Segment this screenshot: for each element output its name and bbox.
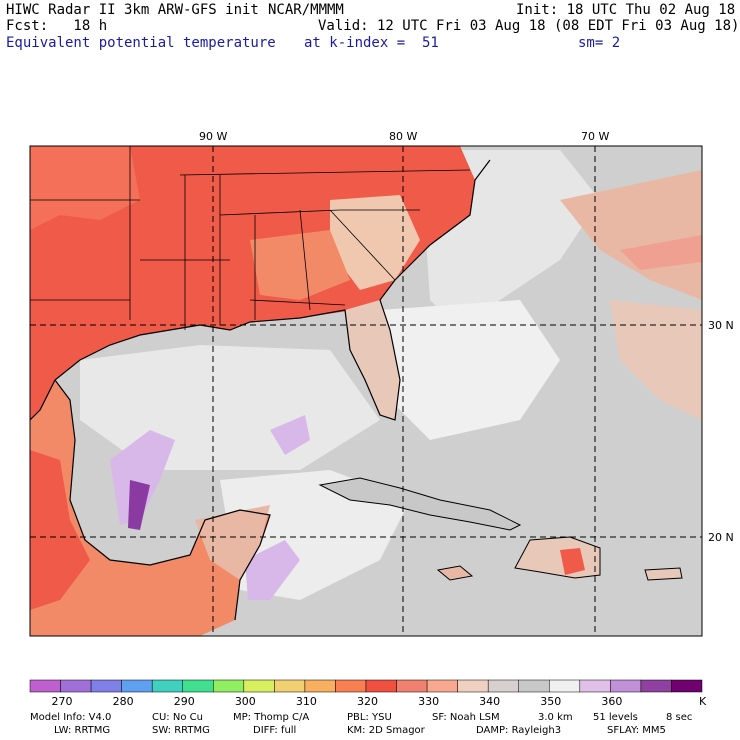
- caribbean-purple-streak: [245, 540, 300, 600]
- level-label: at k-index = 51: [304, 35, 439, 51]
- colorbar-swatch: [182, 679, 214, 693]
- colorbar-unit: K: [699, 695, 707, 708]
- footer-sf: SF: Noah LSM: [432, 712, 500, 723]
- colorbar-swatch: [487, 679, 519, 693]
- mexico-red-core: [30, 450, 90, 610]
- cuba-island: [318, 477, 522, 531]
- init-time: Init: 18 UTC Thu 02 Aug 18: [516, 2, 736, 18]
- colorbar-tick-label: 340: [479, 695, 501, 708]
- colorbar-swatch: [640, 679, 672, 693]
- gulf-dark-purple-core: [128, 480, 150, 530]
- colorbar-tick-label: 360: [601, 695, 623, 708]
- gulf-purple-streak-2: [270, 415, 310, 455]
- footer-sflay: SFLAY: MM5: [607, 725, 666, 736]
- carolinas-peach: [330, 195, 420, 290]
- colorbar-swatch: [274, 679, 306, 693]
- plains-orange: [30, 146, 140, 230]
- lat-label-30n: 30 N: [708, 319, 734, 332]
- colorbar-tick-label: 290: [173, 695, 195, 708]
- colorbar-swatch: [365, 679, 397, 693]
- colorbar-swatch: [304, 679, 336, 693]
- lon-label-70w: 70 W: [581, 130, 610, 143]
- footer-sw: SW: RRTMG: [152, 725, 210, 736]
- colorbar-tick-label: 300: [234, 695, 256, 708]
- colorbar-swatch: [335, 679, 367, 693]
- valid-time: Valid: 12 UTC Fri 03 Aug 18 (08 EDT Fri …: [318, 18, 740, 34]
- footer-diff: DIFF: full: [253, 725, 297, 736]
- footer-lw: LW: RRTMG: [54, 725, 111, 736]
- state-borders: [30, 146, 471, 330]
- colorbar-tick-label: 270: [51, 695, 73, 708]
- florida-peninsula: [345, 300, 400, 420]
- jamaica-island: [436, 565, 474, 581]
- colorbar-swatch: [243, 679, 275, 693]
- colorbar-swatch: [90, 679, 122, 693]
- colorbar-swatch: [151, 679, 183, 693]
- forecast-hour: Fcst: 18 h: [6, 18, 108, 34]
- lat-lon-grid: [30, 146, 702, 636]
- mexico-coastline: [54, 379, 271, 621]
- atlantic-peach-band-2: [610, 300, 702, 420]
- hispaniola-red-core: [560, 548, 585, 575]
- footer-resolution: 3.0 km: [538, 712, 573, 723]
- footer-model-info: Model Info: V4.0: [30, 712, 112, 723]
- colorbar-swatch: [121, 679, 153, 693]
- mexico-land: [30, 380, 270, 636]
- model-title: HIWC Radar II 3km ARW-GFS init: [6, 2, 259, 18]
- colorbar-swatch: [396, 679, 428, 693]
- field-name: Equivalent potential temperature: [6, 35, 276, 51]
- gulf-purple-streak: [110, 430, 175, 525]
- lon-label-90w: 90 W: [199, 130, 228, 143]
- georgia-orange: [250, 230, 350, 300]
- footer-km: KM: 2D Smagor: [347, 725, 425, 736]
- colorbar-swatch: [610, 679, 642, 693]
- us-coastline: [30, 159, 491, 421]
- yucatan-peach: [195, 505, 270, 580]
- colorbar-tick-label: 330: [418, 695, 440, 708]
- colorbar-tick-label: 280: [112, 695, 134, 708]
- colorbar-tick-label: 350: [540, 695, 562, 708]
- atlantic-salmon-streak: [620, 235, 702, 270]
- colorbar-swatch: [426, 679, 458, 693]
- atlantic-peach-band: [560, 170, 702, 300]
- colorbar: [29, 679, 703, 693]
- center-label: NCAR/MMMM: [268, 2, 344, 18]
- colorbar-swatch: [671, 679, 703, 693]
- bahamas-light-patch: [380, 300, 560, 440]
- colorbar-swatch: [60, 679, 92, 693]
- map-frame: [29, 145, 703, 637]
- footer-levels: 51 levels: [593, 712, 638, 723]
- colorbar-swatch: [549, 679, 581, 693]
- footer-timestep: 8 sec: [666, 712, 693, 723]
- puerto-rico-island: [644, 567, 683, 581]
- footer-damp: DAMP: Rayleigh3: [476, 725, 562, 736]
- colorbar-tick-label: 320: [357, 695, 378, 708]
- colorbar-swatch: [518, 679, 550, 693]
- colorbar-swatch: [213, 679, 245, 693]
- colorbar-swatch: [29, 679, 61, 693]
- footer-cu: CU: No Cu: [152, 712, 203, 723]
- colorbar-tick-label: 310: [295, 695, 317, 708]
- lon-label-80w: 80 W: [389, 130, 418, 143]
- smoothing-label: sm= 2: [578, 35, 621, 51]
- colorbar-swatch: [457, 679, 489, 693]
- lat-label-20n: 20 N: [708, 531, 734, 544]
- footer-mp: MP: Thomp C/A: [233, 712, 310, 723]
- colorbar-swatch: [579, 679, 611, 693]
- footer-pbl: PBL: YSU: [347, 712, 392, 723]
